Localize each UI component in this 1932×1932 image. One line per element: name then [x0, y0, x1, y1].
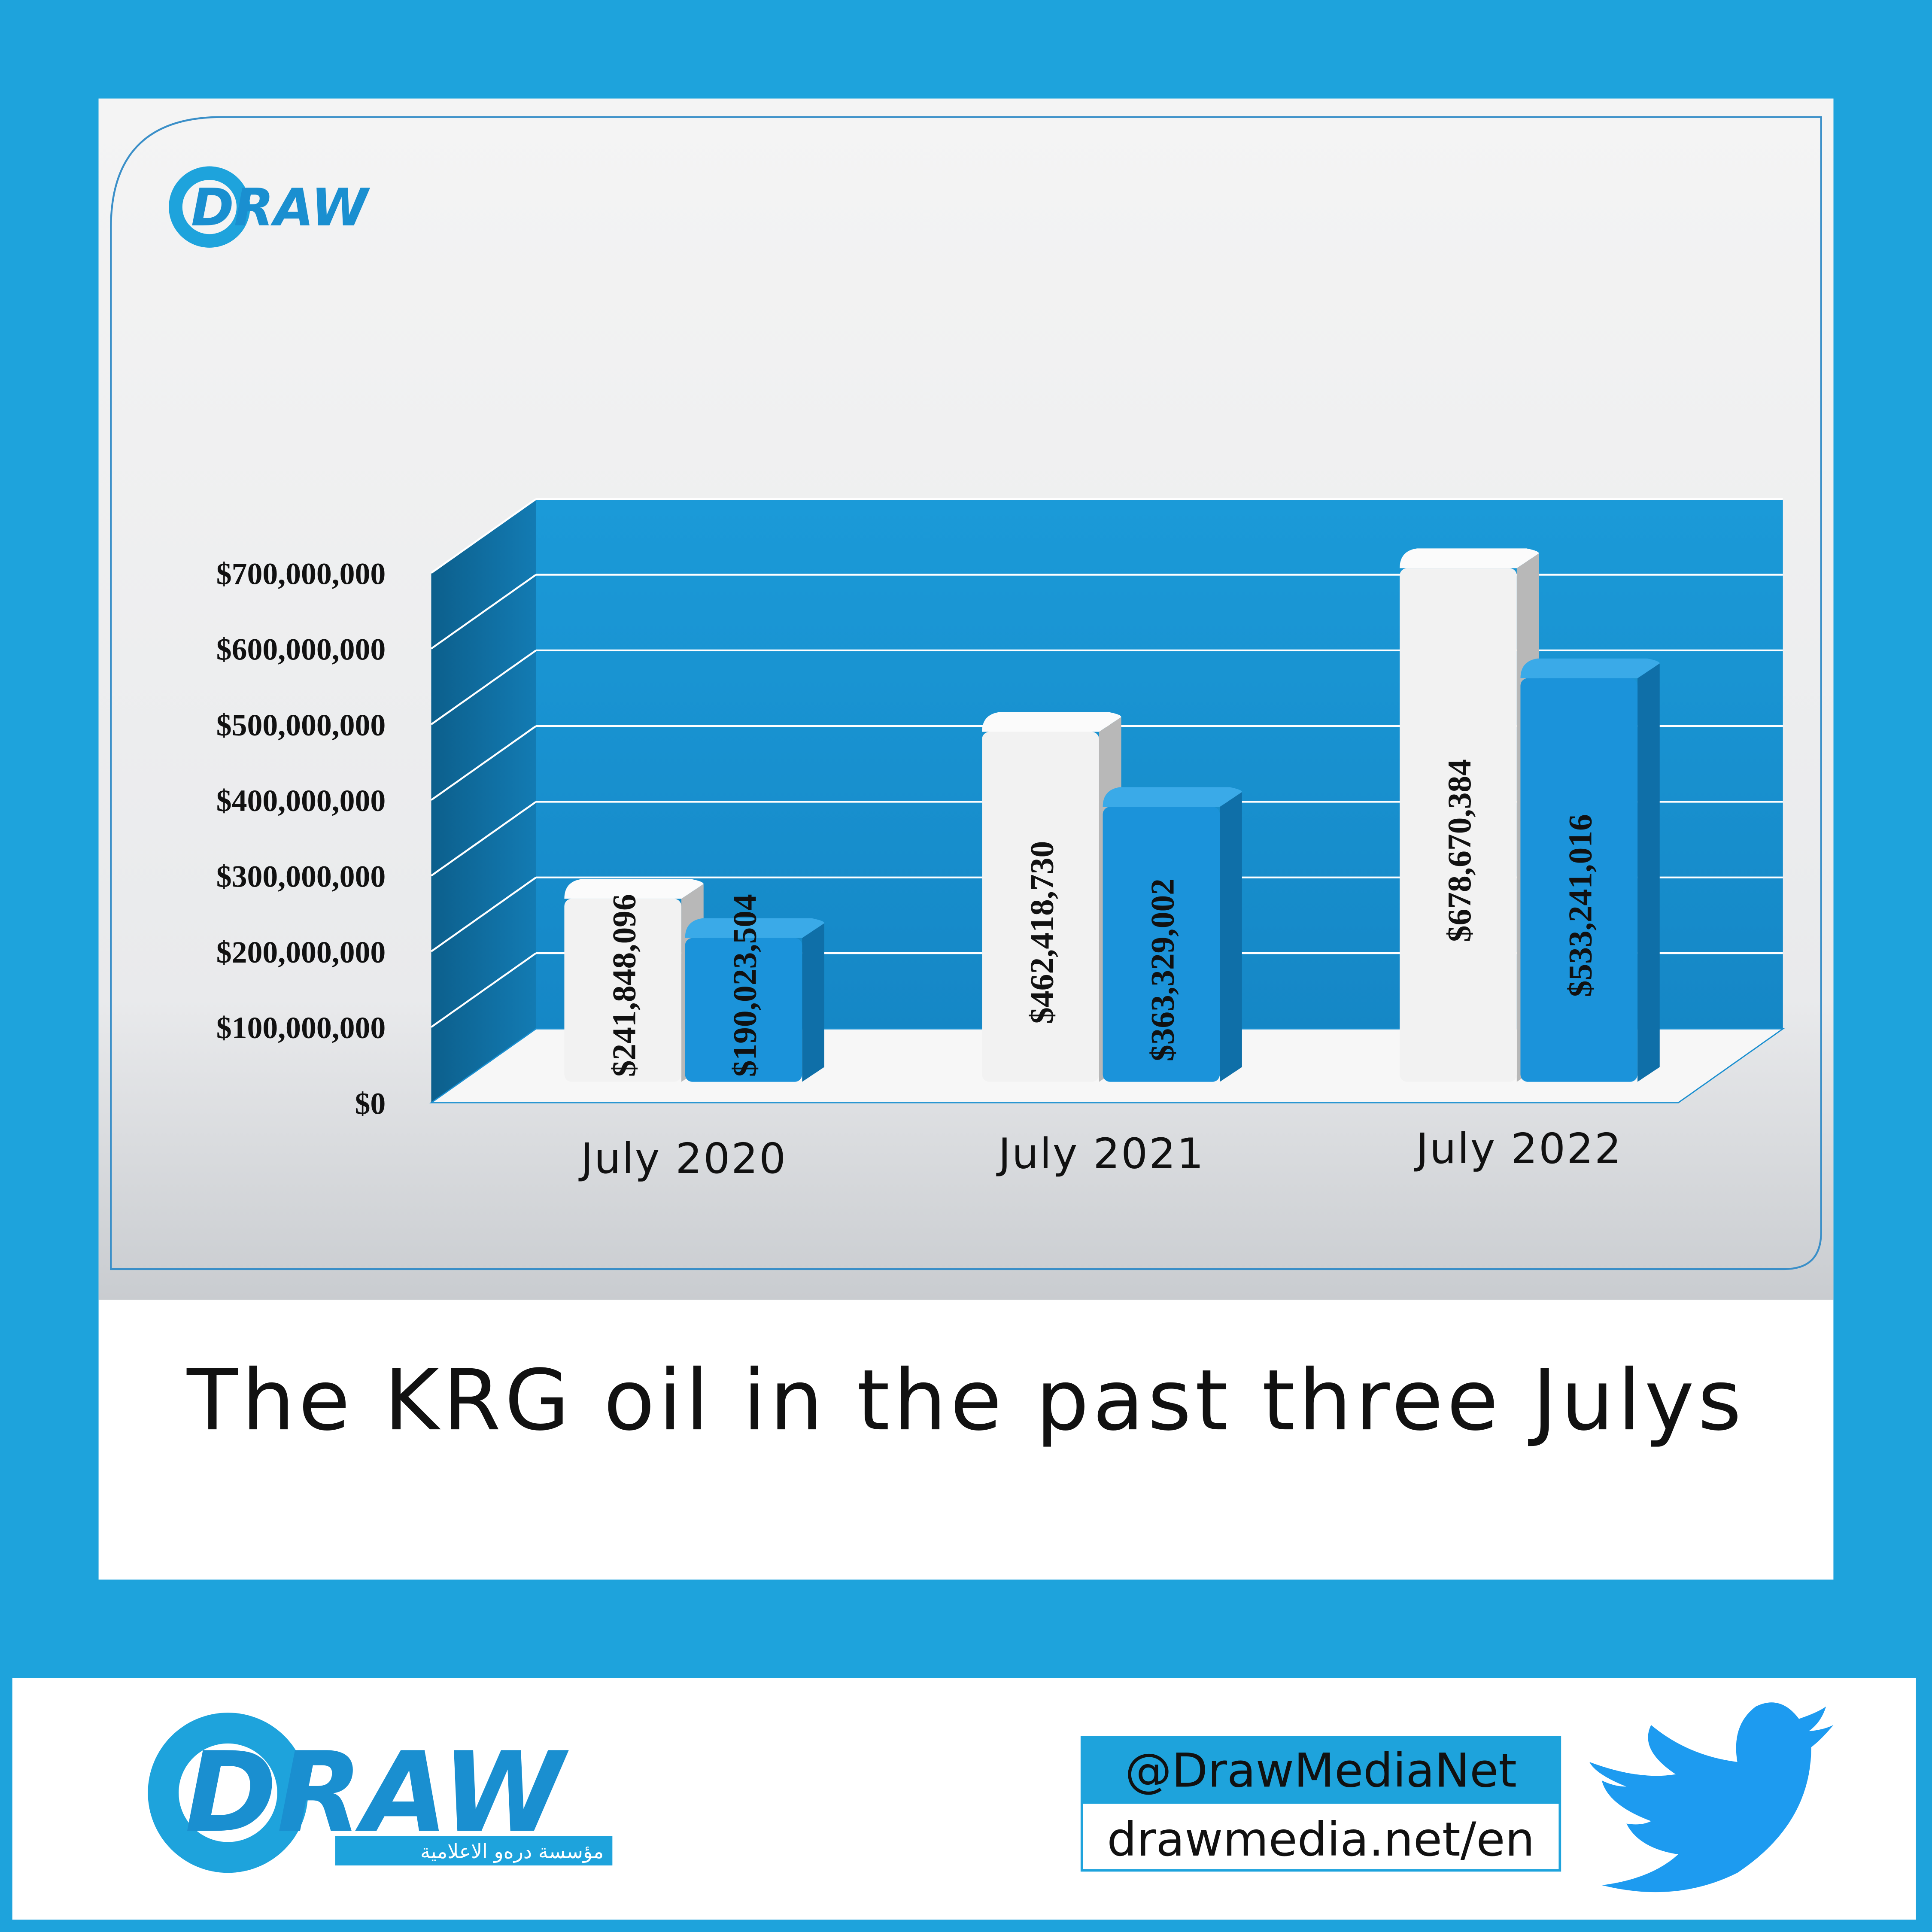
bar-top	[1400, 548, 1539, 568]
y-tick-label: $100,000,000	[216, 1011, 386, 1045]
website: drawmedia.net/en	[1107, 1812, 1534, 1867]
value-label: $533,241,016	[1561, 814, 1598, 997]
twitter-handle: @DrawMediaNet	[1125, 1743, 1517, 1798]
y-tick-label: $500,000,000	[216, 708, 386, 742]
header-logo: DRAW	[169, 166, 371, 248]
footer-logo: DRAW مؤسسة دره‌و الاعلامية	[148, 1713, 613, 1873]
grid-line	[431, 725, 537, 801]
bar-side	[802, 923, 824, 1082]
bar-side	[1637, 663, 1660, 1082]
grid-line	[431, 952, 537, 1028]
bar	[564, 899, 682, 1082]
logo-text: DRAW	[185, 1728, 570, 1857]
grid-line	[431, 877, 537, 952]
bar-top	[564, 879, 704, 899]
x-tick-label: July 2022	[1413, 1124, 1622, 1173]
bar-side	[1220, 792, 1242, 1082]
value-label: $363,329,002	[1144, 878, 1181, 1061]
bar-group: $363,329,002	[1103, 787, 1242, 1082]
side-wall	[431, 499, 536, 1103]
bar-group: $533,241,016	[1520, 658, 1660, 1082]
y-tick-label: $600,000,000	[216, 632, 386, 667]
y-tick-label: $0	[355, 1086, 386, 1121]
y-tick-label: $700,000,000	[216, 556, 386, 591]
bar-group: $190,023,504	[685, 894, 824, 1082]
y-tick-label: $300,000,000	[216, 860, 386, 894]
bar-top	[685, 918, 824, 938]
grid-line	[431, 650, 537, 725]
bar	[1400, 568, 1517, 1082]
y-tick-label: $400,000,000	[216, 784, 386, 818]
bar-group: $241,848,096	[564, 879, 704, 1082]
bar-top	[1520, 658, 1660, 678]
logo-text: DRAW	[191, 178, 371, 238]
contact-highlight	[1081, 1737, 1560, 1804]
x-tick-label: July 2021	[996, 1130, 1205, 1179]
bar-top	[1103, 787, 1242, 807]
bar	[1103, 807, 1220, 1082]
bar	[1520, 678, 1638, 1082]
value-label: $678,670,384	[1441, 759, 1478, 942]
logo-subtitle: مؤسسة دره‌و الاعلامية	[420, 1840, 604, 1863]
x-tick-label: July 2020	[578, 1134, 787, 1183]
bar-group: $678,670,384	[1400, 548, 1539, 1082]
bar	[685, 938, 802, 1082]
value-label: $241,848,096	[605, 894, 642, 1077]
bar-top	[982, 712, 1121, 732]
caption: The KRG oil in the past three Julys	[186, 1352, 1745, 1449]
grid-line	[431, 498, 537, 574]
value-label: $462,418,730	[1023, 841, 1060, 1024]
chart-border	[110, 116, 1822, 1270]
grid-line	[431, 801, 537, 877]
twitter-bird	[1589, 1702, 1834, 1893]
y-tick-label: $200,000,000	[216, 935, 386, 969]
grid-line	[431, 574, 537, 650]
footer	[12, 1678, 1916, 1920]
value-label: $190,023,504	[726, 894, 763, 1077]
bar	[982, 732, 1099, 1082]
bar-group: $462,418,730	[982, 712, 1121, 1082]
